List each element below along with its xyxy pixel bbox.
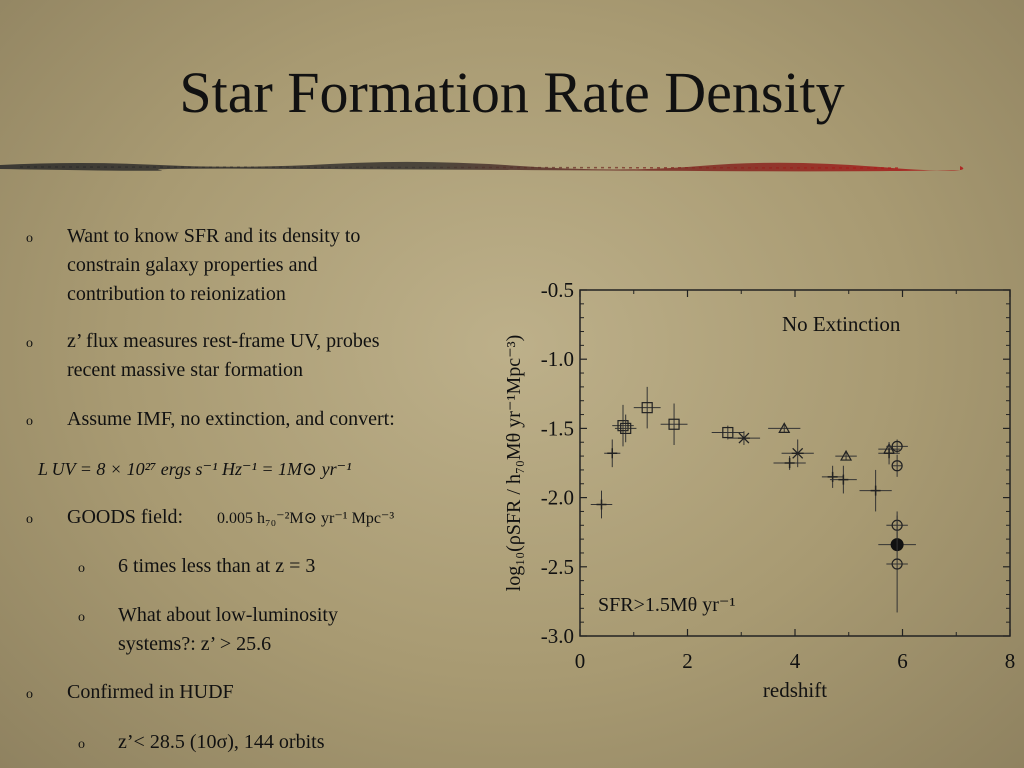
plus-marker — [827, 471, 838, 482]
data-point-plus — [773, 456, 806, 470]
goods-density-value: 0.005 h₇₀⁻²M⊙ yr⁻¹ Mpc⁻³ — [217, 510, 395, 527]
data-point-star — [727, 431, 761, 446]
data-point-plus — [829, 465, 857, 494]
bullet-text: recent massive star formation — [67, 359, 304, 381]
square-marker — [641, 402, 653, 414]
data-point-square — [614, 414, 637, 443]
square-marker — [617, 420, 629, 432]
y-axis-ticks: -0.5 -1.0 -1.5 -2.0 -2.5 -3.0 — [541, 280, 1010, 648]
plus-marker — [607, 448, 618, 459]
bullet-list: o Want to know SFR and its density to co… — [0, 0, 480, 768]
data-point-star — [781, 439, 814, 468]
y-tick-label: -2.0 — [541, 486, 574, 510]
plus-marker — [838, 474, 849, 485]
circle-marker — [891, 440, 903, 452]
bullet-text: z’< 28.5 (10σ), 144 orbits — [118, 731, 325, 753]
bullet-marker: o — [26, 336, 33, 351]
data-point-plus — [878, 442, 900, 465]
bullet-marker: o — [26, 512, 33, 527]
y-tick-label: -1.5 — [541, 416, 574, 440]
data-point-square — [660, 403, 688, 446]
bullet-marker: o — [78, 610, 85, 625]
data-point-square — [711, 425, 744, 440]
square-marker — [722, 426, 734, 439]
bullet-text: 6 times less than at z = 3 — [118, 555, 316, 577]
bullet-text: Confirmed in HUDF — [67, 681, 234, 703]
square-marker — [620, 422, 632, 434]
plus-marker — [784, 458, 795, 468]
annotation-no-extinction: No Extinction — [782, 312, 901, 336]
data-point-square — [633, 386, 661, 429]
bullet-marker: o — [26, 414, 33, 429]
x-tick-label: 4 — [790, 649, 801, 673]
x-axis-ticks: 0 2 4 6 8 — [575, 290, 1016, 673]
luminosity-equation: L UV = 8 × 10²⁷ ergs s⁻¹ Hz⁻¹ = 1M⊙ yr⁻¹ — [38, 459, 352, 479]
bullet-text: constrain galaxy properties and — [67, 254, 318, 276]
bullet-text: Want to know SFR and its density to — [67, 225, 361, 247]
data-point-plus — [821, 465, 844, 488]
x-tick-label: 0 — [575, 649, 586, 673]
bullet-marker: o — [78, 561, 85, 576]
circle-marker — [891, 460, 903, 472]
data-point-plus — [859, 469, 892, 512]
bullet-marker: o — [78, 737, 85, 752]
plus-marker — [884, 448, 895, 459]
bullet-text: Assume IMF, no extinction, and convert: — [67, 408, 395, 430]
sfr-density-chart: 0 2 4 6 8 -0.5 -1.0 -1.5 -2.0 -2.5 -3.0 No Extinc… — [503, 280, 1016, 700]
annotation-sfr-threshold: SFR>1.5Mθ yr⁻¹ — [598, 594, 735, 616]
bullet-text: GOODS field: — [67, 506, 184, 528]
data-point-square — [612, 404, 634, 447]
y-tick-label: -1.0 — [541, 347, 574, 371]
triangle-marker — [840, 449, 853, 461]
data-point-triangle — [768, 422, 801, 433]
star-marker — [737, 432, 750, 444]
star-marker — [791, 447, 804, 459]
data-point-triangle — [835, 449, 857, 461]
data-point-plus — [604, 439, 621, 468]
plus-marker — [870, 485, 881, 496]
square-marker — [668, 418, 680, 430]
bullet-text: systems?: z’ > 25.6 — [118, 633, 272, 655]
plus-marker — [596, 499, 607, 510]
y-axis-label: log₁₀(ρSFR / h₇₀Mθ yr⁻¹Mpc⁻³) — [503, 335, 525, 592]
data-point-circle — [886, 439, 908, 454]
data-point-circle — [891, 454, 903, 477]
y-tick-label: -0.5 — [541, 280, 574, 302]
y-tick-label: -2.5 — [541, 555, 574, 579]
x-axis-label: redshift — [763, 678, 827, 700]
x-tick-label: 2 — [682, 649, 693, 673]
data-point-plus — [590, 490, 613, 519]
x-tick-label: 8 — [1005, 649, 1016, 673]
bullet-marker: o — [26, 687, 33, 702]
bullet-text: contribution to reionization — [67, 283, 286, 305]
triangle-marker — [778, 422, 791, 433]
brush-divider — [0, 161, 964, 172]
page-title: Star Formation Rate Density — [179, 60, 845, 125]
bullet-text: What about low-luminosity — [118, 604, 338, 626]
bullet-text: z’ flux measures rest-frame UV, probes — [67, 330, 380, 352]
bullet-marker: o — [26, 231, 33, 246]
data-point-circle — [886, 515, 908, 613]
circle-marker — [891, 558, 903, 570]
x-tick-label: 6 — [897, 649, 908, 673]
y-tick-label: -3.0 — [541, 624, 574, 648]
data-points — [590, 386, 916, 613]
